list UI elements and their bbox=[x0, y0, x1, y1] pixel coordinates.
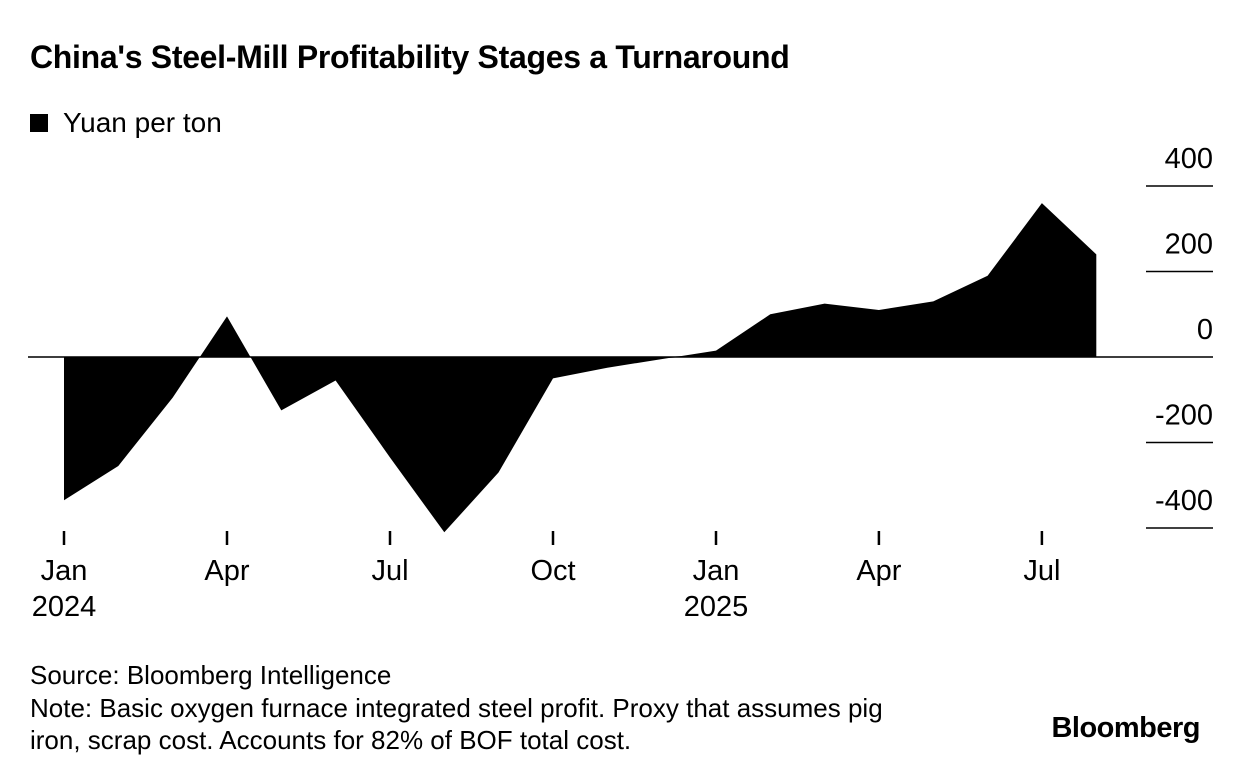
note-line-1: Note: Basic oxygen furnace integrated st… bbox=[30, 693, 883, 723]
legend-swatch bbox=[30, 114, 48, 132]
x-axis-month-label: Jan bbox=[41, 555, 88, 587]
x-axis-month-label: Apr bbox=[204, 555, 249, 587]
note-line-2: iron, scrap cost. Accounts for 82% of BO… bbox=[30, 725, 632, 755]
legend: Yuan per ton bbox=[30, 109, 222, 137]
chart-title: China's Steel-Mill Profitability Stages … bbox=[30, 39, 790, 75]
y-axis-tick-label: -200 bbox=[1155, 400, 1213, 432]
y-axis-tick-label: 400 bbox=[1165, 143, 1213, 175]
y-axis-tick-label: -400 bbox=[1155, 485, 1213, 517]
bloomberg-logo: Bloomberg bbox=[1051, 712, 1200, 744]
source-text: Source: Bloomberg Intelligence bbox=[30, 660, 392, 690]
note-text: Note: Basic oxygen furnace integrated st… bbox=[30, 692, 883, 756]
profit-area-series bbox=[64, 203, 1097, 533]
x-axis-month-label: Jul bbox=[1023, 555, 1060, 587]
x-axis-month-label: Jul bbox=[371, 555, 408, 587]
x-axis-month-label: Jan bbox=[693, 555, 740, 587]
x-axis-month-label: Apr bbox=[856, 555, 901, 587]
y-axis-tick-label: 200 bbox=[1165, 229, 1213, 261]
x-axis-month-label: Oct bbox=[530, 555, 575, 587]
x-axis-year-label: 2024 bbox=[32, 591, 97, 623]
y-axis-tick-label: 0 bbox=[1197, 314, 1213, 346]
legend-label: Yuan per ton bbox=[63, 107, 222, 138]
area-chart: 400 200 0 -200 -400 Jan 2024 Apr Jul Oct Jan 2025 Ap… bbox=[28, 143, 1213, 623]
x-axis-year-label: 2025 bbox=[684, 591, 749, 623]
